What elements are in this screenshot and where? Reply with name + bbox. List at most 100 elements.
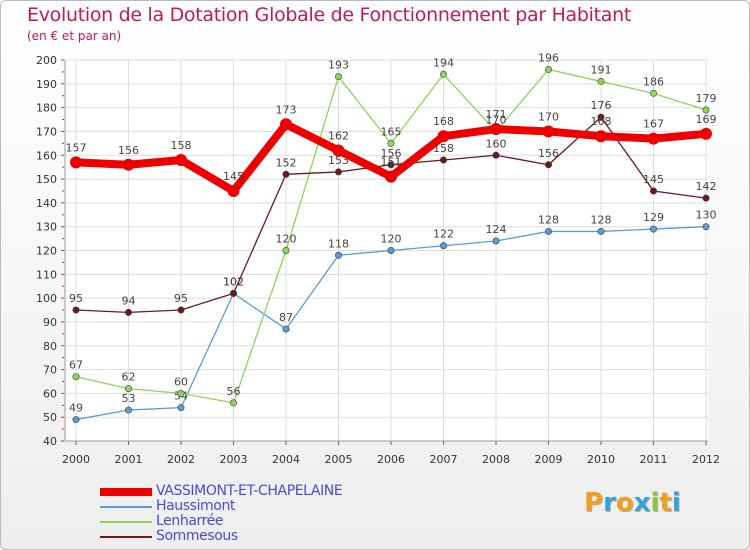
data-label: 170 — [486, 113, 507, 126]
data-point — [544, 161, 552, 169]
data-point — [542, 125, 555, 138]
logo-letter: i — [650, 488, 660, 518]
y-tick-label: 150 — [36, 173, 57, 186]
y-tick-label: 80 — [43, 340, 57, 353]
data-point — [544, 227, 552, 235]
data-label: 156 — [538, 147, 559, 160]
data-label: 62 — [122, 371, 136, 384]
data-point — [387, 247, 395, 255]
data-label: 87 — [279, 311, 293, 324]
data-label: 194 — [433, 56, 454, 69]
data-point — [72, 416, 80, 424]
y-tick-label: 50 — [43, 411, 57, 424]
x-tick-label: 2001 — [115, 453, 143, 466]
data-label: 162 — [328, 129, 349, 142]
data-label: 170 — [538, 110, 559, 123]
legend-label: VASSIMONT-ET-CHAPELAINE — [156, 483, 343, 499]
data-point — [544, 66, 552, 74]
logo-letter: t — [659, 488, 672, 518]
legend-swatch — [100, 536, 152, 538]
data-point — [595, 130, 607, 143]
data-point — [175, 154, 187, 167]
data-point — [334, 73, 342, 81]
data-label: 176 — [591, 99, 612, 112]
x-tick-label: 2003 — [220, 453, 248, 466]
data-label: 186 — [643, 75, 664, 88]
data-point — [702, 194, 710, 202]
x-tick-label: 2005 — [325, 453, 353, 466]
y-tick-label: 120 — [36, 245, 57, 258]
data-label: 120 — [276, 233, 297, 246]
data-label: 168 — [433, 115, 454, 128]
data-label: 60 — [174, 375, 188, 388]
data-point — [177, 389, 185, 397]
data-label: 102 — [223, 275, 244, 288]
data-point — [597, 77, 605, 85]
data-label: 56 — [227, 385, 241, 398]
data-label: 95 — [174, 292, 188, 305]
legend-swatch — [100, 506, 152, 508]
data-point — [492, 151, 500, 159]
y-tick-label: 160 — [36, 149, 57, 162]
x-tick-label: 2006 — [377, 453, 405, 466]
data-point — [439, 70, 447, 78]
data-point — [700, 127, 712, 140]
legend-label: Lenharrée — [156, 513, 224, 529]
data-label: 142 — [696, 180, 717, 193]
data-point — [437, 130, 450, 143]
data-point — [125, 385, 133, 393]
logo-letter: r — [603, 488, 616, 518]
data-label: 169 — [696, 113, 717, 126]
data-label: 53 — [122, 392, 136, 405]
data-label: 151 — [381, 156, 402, 169]
data-point — [647, 132, 660, 145]
data-label: 128 — [538, 213, 559, 226]
data-label: 165 — [381, 125, 402, 138]
data-point — [227, 184, 240, 197]
data-point — [282, 325, 290, 333]
data-label: 95 — [69, 292, 83, 305]
data-label: 173 — [276, 103, 297, 116]
data-label: 118 — [328, 237, 349, 250]
legend-label: Sommesous — [156, 528, 238, 544]
data-label: 67 — [69, 359, 83, 372]
data-point — [125, 406, 133, 414]
x-tick-label: 2009 — [535, 453, 563, 466]
x-tick-label: 2010 — [587, 453, 615, 466]
series-haussimont: 49535410287118120122124128128129130 — [69, 209, 717, 424]
y-tick-label: 70 — [43, 364, 57, 377]
data-point — [702, 106, 710, 114]
data-point — [649, 225, 657, 233]
data-label: 160 — [486, 137, 507, 150]
x-tick-label: 2011 — [640, 453, 668, 466]
data-label: 156 — [381, 147, 402, 160]
data-point — [492, 237, 500, 245]
data-label: 102 — [223, 275, 244, 288]
data-point — [125, 308, 133, 316]
data-label: 120 — [381, 233, 402, 246]
data-label: 171 — [486, 108, 507, 121]
data-point — [282, 247, 290, 255]
data-label: 158 — [171, 139, 192, 152]
data-label: 167 — [643, 118, 664, 131]
y-tick-label: 130 — [36, 221, 57, 234]
y-tick-label: 140 — [36, 197, 57, 210]
data-label: 128 — [591, 213, 612, 226]
chart-title: Evolution de la Dotation Globale de Fonc… — [27, 4, 632, 26]
data-label: 145 — [223, 170, 244, 183]
data-point — [177, 404, 185, 412]
x-tick-label: 2000 — [62, 453, 90, 466]
data-label: 196 — [538, 52, 559, 65]
logo-letter: i — [671, 488, 681, 518]
x-tick-label: 2004 — [272, 453, 300, 466]
data-label: 152 — [276, 156, 297, 169]
x-tick-label: 2012 — [692, 453, 720, 466]
proxiti-logo: Proxiti — [584, 488, 681, 518]
x-tick-label: 2002 — [167, 453, 195, 466]
data-label: 130 — [696, 209, 717, 222]
data-point — [230, 399, 238, 407]
legend-swatch — [100, 488, 152, 496]
